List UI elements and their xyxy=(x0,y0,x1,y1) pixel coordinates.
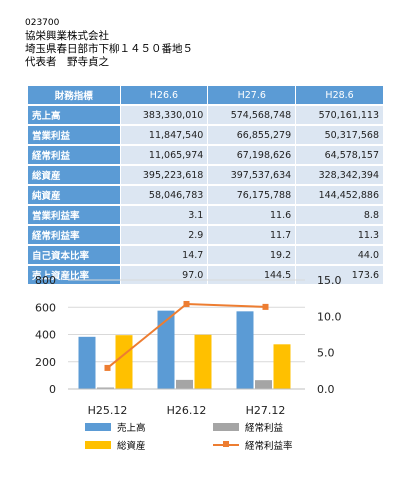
line-marker xyxy=(183,300,190,307)
bar-ordinary-profit xyxy=(176,379,193,389)
row-label: 純資産 xyxy=(28,185,121,206)
table-row: 経常利益 11,065,974 67,198,626 64,578,157 xyxy=(28,145,384,166)
row-label: 営業利益 xyxy=(28,125,121,146)
table-cell: 8.8 xyxy=(295,205,384,226)
company-address: 埼玉県春日部市下柳１４５０番地５ xyxy=(25,43,193,55)
company-representative: 代表者 野寺貞之 xyxy=(25,56,109,68)
company-name: 協栄興業株式会社 xyxy=(25,30,109,42)
bar-ordinary-profit xyxy=(255,380,272,389)
y-tick-label: 800 xyxy=(35,274,56,287)
bar-total-assets xyxy=(273,344,291,389)
table-header-cell: 財務指標 xyxy=(28,86,121,106)
legend-swatch xyxy=(85,441,111,449)
y-tick-label: 200 xyxy=(35,356,56,369)
y-tick-label: 400 xyxy=(35,329,56,342)
table-cell: 44.0 xyxy=(295,245,384,266)
company-header: 023700 協栄興業株式会社 埼玉県春日部市下柳１４５０番地５ 代表者 野寺貞… xyxy=(25,17,193,69)
legend-label: 総資産 xyxy=(117,441,146,452)
row-label: 売上資産比率 xyxy=(28,265,121,286)
legend-item: 総資産 xyxy=(85,438,146,452)
company-code: 023700 xyxy=(25,18,60,28)
legend-label: 売上高 xyxy=(117,423,146,434)
legend-swatch xyxy=(213,423,239,431)
chart-axes: 0 200 400 600 800 0.0 5.0 10.0 15.0 H25.12 H26.12 H… xyxy=(35,274,342,417)
table-cell: 58,046,783 xyxy=(120,185,209,206)
bar-sales xyxy=(157,310,175,389)
chart-gridlines xyxy=(68,279,305,390)
bar-ordinary-profit xyxy=(97,387,114,389)
x-tick-label: H26.12 xyxy=(167,404,207,417)
table-cell: 395,223,618 xyxy=(120,165,209,186)
legend-label: 経常利益率 xyxy=(245,441,293,452)
table-cell: 574,568,748 xyxy=(207,105,297,126)
table-cell: 173.6 xyxy=(295,265,384,286)
chart-bars xyxy=(78,310,291,389)
x-tick-label: H27.12 xyxy=(246,404,286,417)
legend-item: 経常利益率 xyxy=(213,438,293,452)
legend-swatch xyxy=(85,423,111,431)
row-label: 自己資本比率 xyxy=(28,245,121,266)
table-cell: 3.1 xyxy=(120,205,209,226)
y2-tick-label: 15.0 xyxy=(317,274,342,287)
row-label: 営業利益率 xyxy=(28,205,121,226)
row-label: 経常利益率 xyxy=(28,225,121,246)
table-cell: 144,452,886 xyxy=(295,185,384,206)
table-row: 営業利益率 3.1 11.6 8.8 xyxy=(28,205,384,226)
row-label: 売上高 xyxy=(28,105,121,126)
table-cell: 76,175,788 xyxy=(207,185,297,206)
table-cell: 383,330,010 xyxy=(120,105,209,126)
row-label: 経常利益 xyxy=(28,145,121,166)
y2-tick-label: 0.0 xyxy=(317,383,335,396)
x-tick-label: H25.12 xyxy=(88,404,128,417)
table-cell: 2.9 xyxy=(120,225,209,246)
legend-item: 売上高 xyxy=(85,420,146,434)
y2-tick-label: 5.0 xyxy=(317,347,335,360)
table-header-cell: H26.6 xyxy=(120,86,209,106)
table-row: 経常利益率 2.9 11.7 11.3 xyxy=(28,225,384,246)
table-row: 総資産 395,223,618 397,537,634 328,342,394 xyxy=(28,165,384,186)
table-cell: 11,065,974 xyxy=(120,145,209,166)
legend-item: 経常利益 xyxy=(213,420,283,434)
line-marker xyxy=(104,364,111,371)
table-cell: 14.7 xyxy=(120,245,209,266)
combo-chart: 0 200 400 600 800 0.0 5.0 10.0 15.0 H25.12 H26.12 H… xyxy=(35,274,342,417)
table-cell: 11.3 xyxy=(295,225,384,246)
legend-label: 経常利益 xyxy=(245,423,284,434)
line-marker xyxy=(262,303,269,310)
table-header-cell: H27.6 xyxy=(207,86,297,106)
y2-tick-label: 10.0 xyxy=(317,310,342,323)
financial-table: 財務指標 H26.6 H27.6 H28.6 売上高 383,330,010 5… xyxy=(28,86,384,286)
table-row: 純資産 58,046,783 76,175,788 144,452,886 xyxy=(28,185,384,206)
bar-total-assets xyxy=(194,334,212,389)
row-label: 総資産 xyxy=(28,165,121,186)
table-header-row: 財務指標 H26.6 H27.6 H28.6 xyxy=(28,86,384,106)
chart-line-series xyxy=(104,300,269,371)
table-cell: 11.6 xyxy=(207,205,297,226)
bar-sales xyxy=(236,311,254,389)
table-cell: 328,342,394 xyxy=(295,165,384,186)
table-cell: 570,161,113 xyxy=(295,105,384,126)
table-header-cell: H28.6 xyxy=(295,86,384,106)
bar-sales xyxy=(78,336,96,389)
table-cell: 67,198,626 xyxy=(207,145,297,166)
y-tick-label: 600 xyxy=(35,301,56,314)
table-row: 営業利益 11,847,540 66,855,279 50,317,568 xyxy=(28,125,384,146)
table-row: 自己資本比率 14.7 19.2 44.0 xyxy=(28,245,384,266)
table-cell: 11.7 xyxy=(207,225,297,246)
table-cell: 50,317,568 xyxy=(295,125,384,146)
table-cell: 64,578,157 xyxy=(295,145,384,166)
y-tick-label: 0 xyxy=(49,383,56,396)
table-row: 売上高 383,330,010 574,568,748 570,161,113 xyxy=(28,105,384,126)
legend-line-marker xyxy=(213,441,239,447)
table-cell: 66,855,279 xyxy=(207,125,297,146)
table-cell: 19.2 xyxy=(207,245,297,266)
table-cell: 11,847,540 xyxy=(120,125,209,146)
table-cell: 397,537,634 xyxy=(207,165,297,186)
bar-total-assets xyxy=(115,335,133,389)
